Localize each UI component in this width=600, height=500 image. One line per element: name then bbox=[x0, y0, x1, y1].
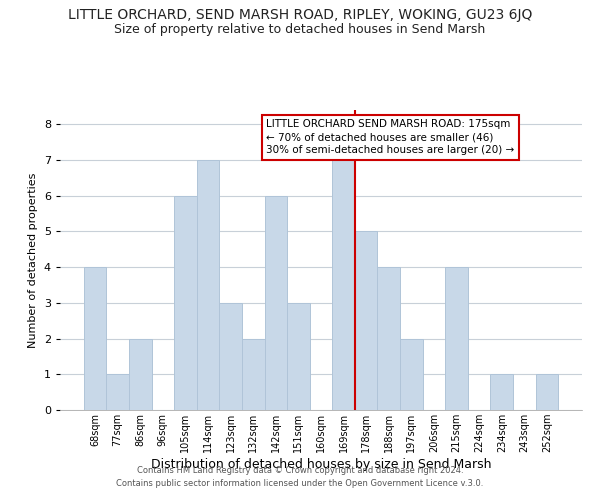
Bar bbox=[174, 196, 197, 410]
Bar bbox=[377, 267, 400, 410]
Y-axis label: Number of detached properties: Number of detached properties bbox=[28, 172, 38, 348]
Text: Size of property relative to detached houses in Send Marsh: Size of property relative to detached ho… bbox=[115, 22, 485, 36]
Bar bbox=[490, 374, 513, 410]
Bar bbox=[332, 160, 355, 410]
Text: LITTLE ORCHARD, SEND MARSH ROAD, RIPLEY, WOKING, GU23 6JQ: LITTLE ORCHARD, SEND MARSH ROAD, RIPLEY,… bbox=[68, 8, 532, 22]
Text: Contains HM Land Registry data © Crown copyright and database right 2024.
Contai: Contains HM Land Registry data © Crown c… bbox=[116, 466, 484, 487]
X-axis label: Distribution of detached houses by size in Send Marsh: Distribution of detached houses by size … bbox=[151, 458, 491, 471]
Bar bbox=[536, 374, 558, 410]
Text: LITTLE ORCHARD SEND MARSH ROAD: 175sqm
← 70% of detached houses are smaller (46): LITTLE ORCHARD SEND MARSH ROAD: 175sqm ←… bbox=[266, 119, 514, 156]
Bar bbox=[84, 267, 106, 410]
Bar bbox=[400, 338, 422, 410]
Bar bbox=[242, 338, 265, 410]
Bar bbox=[265, 196, 287, 410]
Bar bbox=[355, 232, 377, 410]
Bar bbox=[220, 303, 242, 410]
Bar bbox=[445, 267, 468, 410]
Bar bbox=[197, 160, 220, 410]
Bar bbox=[287, 303, 310, 410]
Bar bbox=[106, 374, 129, 410]
Bar bbox=[129, 338, 152, 410]
